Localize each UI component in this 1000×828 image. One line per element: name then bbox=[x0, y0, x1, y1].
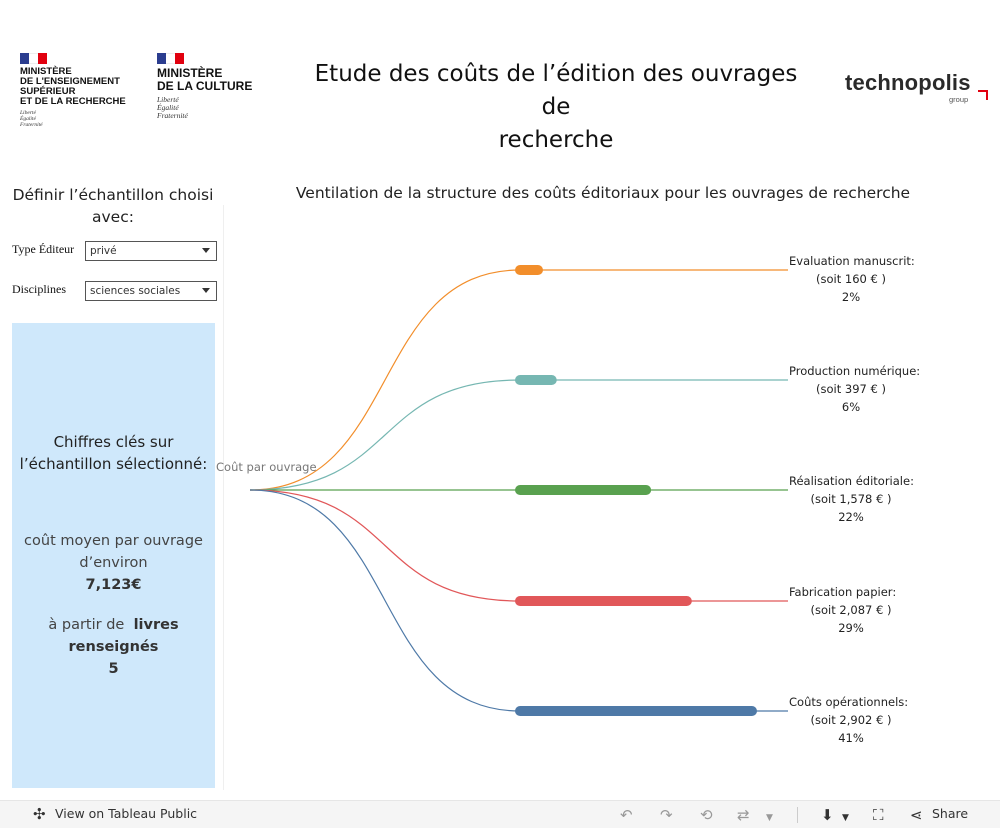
chevron-down-icon[interactable]: ▼ bbox=[842, 813, 849, 823]
sankey-chart: Coût par ouvrage Evaluation manuscrit: (so… bbox=[216, 254, 920, 745]
flow-name-label: Evaluation manuscrit: bbox=[789, 254, 915, 268]
filter-type-editeur: Type Éditeur privé bbox=[12, 241, 217, 263]
technopolis-mark-icon bbox=[978, 90, 988, 100]
flow-4[interactable] bbox=[249, 489, 788, 716]
flow-amount-label: (soit 2,902 € ) bbox=[811, 713, 892, 727]
flow-link bbox=[249, 489, 788, 712]
flow-3[interactable] bbox=[249, 489, 788, 606]
technopolis-logo-sub: group bbox=[949, 95, 969, 104]
flow-amount-label: (soit 1,578 € ) bbox=[811, 492, 892, 506]
download-icon[interactable]: ⬇ bbox=[821, 806, 834, 824]
flow-name-label: Fabrication papier: bbox=[789, 585, 896, 599]
flow-percent-label: 41% bbox=[838, 731, 864, 745]
french-flag-icon bbox=[20, 53, 47, 64]
flow-amount-label: (soit 397 € ) bbox=[816, 382, 886, 396]
refresh-icon[interactable]: ⇄ bbox=[737, 806, 750, 824]
revert-icon[interactable]: ⟲ bbox=[700, 806, 713, 824]
flow-1[interactable] bbox=[249, 375, 788, 491]
fullscreen-icon[interactable]: ⛶ bbox=[873, 806, 884, 824]
flow-name-label: Réalisation éditoriale: bbox=[789, 474, 914, 488]
filter-disciplines: Disciplines sciences sociales bbox=[12, 281, 217, 303]
panel-divider bbox=[223, 205, 224, 790]
undo-icon[interactable]: ↶ bbox=[620, 806, 633, 824]
french-flag-icon bbox=[157, 53, 184, 64]
disciplines-dropdown[interactable]: sciences sociales bbox=[85, 281, 217, 301]
flow-amount-label: (soit 160 € ) bbox=[816, 272, 886, 286]
flow-percent-label: 29% bbox=[838, 621, 864, 635]
mesr-motto: Liberté Égalité Fraternité bbox=[20, 110, 43, 128]
kpi-title: Chiffres clés sur l’échantillon sélectio… bbox=[19, 433, 208, 473]
toolbar-divider bbox=[797, 807, 798, 823]
mesr-logo: MINISTÈRE DE L'ENSEIGNEMENT SUPÉRIEUR ET… bbox=[20, 53, 135, 128]
redo-icon[interactable]: ↷ bbox=[660, 806, 673, 824]
technopolis-logo-word: technopolis bbox=[845, 70, 971, 95]
flow-percent-label: 22% bbox=[838, 510, 864, 524]
flow-percent-label: 6% bbox=[842, 400, 860, 414]
flow-link bbox=[249, 489, 788, 602]
flow-name-label: Production numérique: bbox=[789, 364, 920, 378]
chevron-down-icon bbox=[202, 248, 210, 253]
kpi-cost-value: 7,123€ bbox=[85, 577, 142, 593]
kpi-panel: Chiffres clés sur l’échantillon sélectio… bbox=[12, 323, 215, 788]
culture-logo-text: MINISTÈRE DE LA CULTURE bbox=[157, 66, 253, 93]
flow-percent-label: 2% bbox=[842, 290, 860, 304]
type-editeur-value: privé bbox=[90, 245, 117, 257]
disciplines-value: sciences sociales bbox=[90, 285, 181, 297]
disciplines-label: Disciplines bbox=[12, 282, 66, 296]
culture-motto: Liberté Égalité Fraternité bbox=[157, 95, 188, 120]
share-button[interactable]: Share bbox=[932, 806, 969, 821]
flow-link bbox=[249, 269, 788, 491]
kpi-books-value: 5 bbox=[108, 661, 119, 677]
flow-name-label: Coûts opérationnels: bbox=[789, 695, 908, 709]
flow-amount-label: (soit 2,087 € ) bbox=[811, 603, 892, 617]
tableau-toolbar: ✣ View on Tableau Public ↶ ↷ ⟲ ⇄ ▼ ⬇ ▼ ⛶… bbox=[0, 800, 1000, 828]
culture-logo: MINISTÈRE DE LA CULTURE Liberté Égalité … bbox=[157, 53, 267, 120]
type-editeur-label: Type Éditeur bbox=[12, 242, 75, 256]
chart-title: Ventilation de la structure des coûts éd… bbox=[295, 184, 911, 202]
type-editeur-dropdown[interactable]: privé bbox=[85, 241, 217, 261]
chevron-down-icon[interactable]: ▼ bbox=[766, 813, 773, 823]
filter-panel-title: Définir l’échantillon choisi avec: bbox=[12, 186, 214, 226]
chevron-down-icon bbox=[202, 288, 210, 293]
tableau-logo-icon: ✣ bbox=[33, 805, 46, 823]
flow-link bbox=[249, 379, 788, 491]
kpi-books-label: à partir de livres renseignés bbox=[48, 617, 179, 655]
source-label: Coût par ouvrage bbox=[216, 460, 317, 474]
view-on-tableau-link[interactable]: View on Tableau Public bbox=[55, 806, 198, 821]
kpi-cost-label: coût moyen par ouvrage d’environ bbox=[24, 533, 203, 571]
mesr-logo-text: MINISTÈRE DE L'ENSEIGNEMENT SUPÉRIEUR ET… bbox=[20, 66, 126, 107]
flow-0[interactable] bbox=[249, 265, 788, 491]
share-icon[interactable]: ⋖ bbox=[910, 806, 923, 824]
page-title: Etude des coûts de l’édition des ouvrage… bbox=[314, 61, 798, 153]
technopolis-logo: technopolis group bbox=[845, 70, 990, 110]
